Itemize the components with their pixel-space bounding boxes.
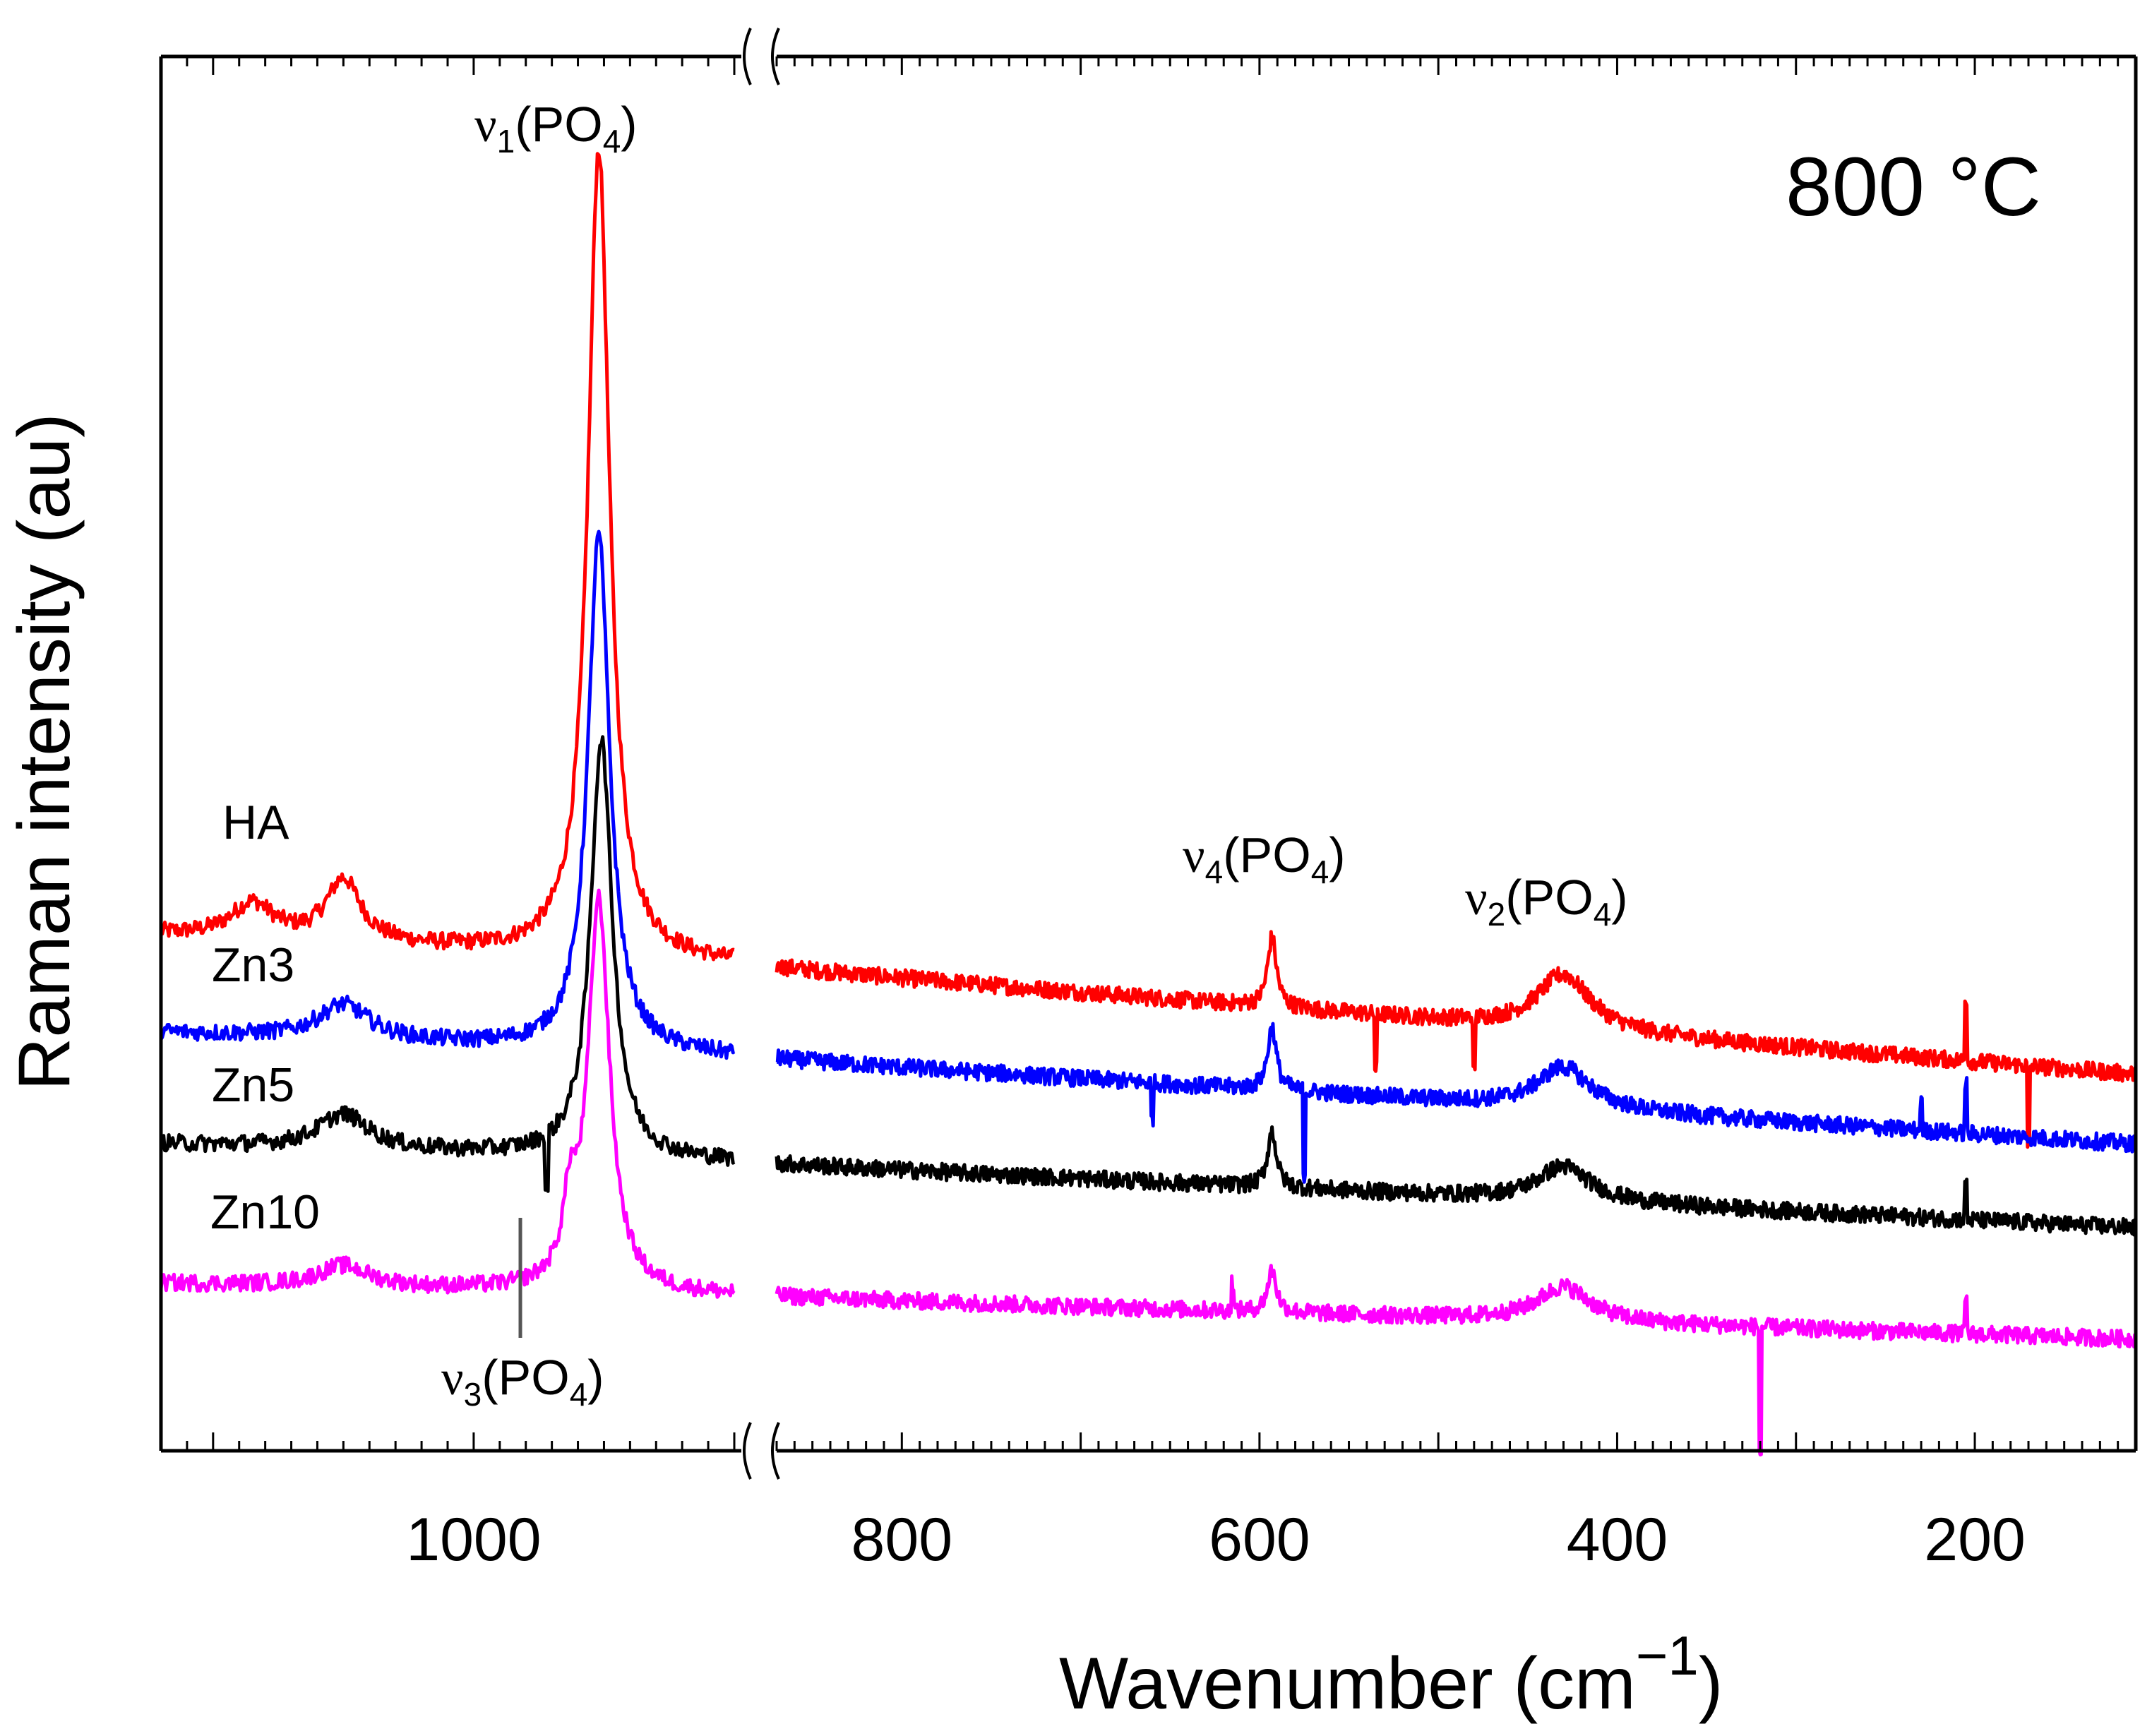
series-line-zn10-panel-2 (775, 1264, 2138, 1456)
annotation-v1-nu: ν (474, 98, 497, 152)
annotation-v2-sub2: 4 (1594, 896, 1612, 933)
x-tick-label-600: 600 (1209, 1506, 1310, 1574)
annotation-v2-sub: 2 (1488, 896, 1506, 933)
series-labels: HA Zn3 Zn5 Zn10 (210, 796, 320, 1239)
annotation-v4: ν4(PO4) (1183, 827, 1346, 890)
series-label-zn5: Zn5 (212, 1058, 294, 1112)
annotation-v1-close: ) (621, 97, 637, 152)
annotation-v1: ν1(PO4) (474, 97, 638, 160)
annotation-v3-nu: ν (441, 1351, 464, 1406)
series-label-ha: HA (222, 796, 289, 849)
annotation-v2-text: (PO (1505, 870, 1593, 925)
x-axis-label-main: Wavenumber (cm (1059, 1643, 1636, 1725)
peak-annotations: ν1(PO4) ν4(PO4) ν2(PO4) ν3(PO4) (441, 97, 1628, 1413)
annotation-v4-sub: 4 (1205, 854, 1224, 890)
x-tick-label-800: 800 (851, 1506, 953, 1574)
x-tick-label-200: 200 (1924, 1506, 2026, 1574)
annotation-v1-sub2: 4 (603, 123, 621, 160)
x-axis-label-close: ) (1699, 1643, 1723, 1725)
annotation-v3-sub: 3 (464, 1376, 482, 1413)
x-axis-label: Wavenumber (cm−1) (1059, 1624, 1723, 1725)
axes-frame (159, 54, 2138, 1453)
axis-break-bottom (743, 1422, 780, 1480)
series-layer (159, 152, 2138, 1456)
series-line-ha-panel-2 (775, 930, 2138, 1149)
annotation-v1-text: (PO (515, 97, 602, 152)
x-tick-labels: 1000 800 600 400 200 (406, 1506, 2026, 1574)
y-axis-label: Raman intensity (au) (4, 413, 85, 1091)
axis-break-top (743, 28, 780, 85)
annotation-v2: ν2(PO4) (1465, 870, 1628, 933)
series-line-zn3-panel-1 (159, 529, 736, 1060)
annotation-v2-nu: ν (1465, 871, 1488, 926)
annotation-v4-sub2: 4 (1311, 854, 1329, 890)
annotation-v3-text: (PO (482, 1350, 569, 1405)
x-tick-label-400: 400 (1567, 1506, 1668, 1574)
annotation-v3-sub2: 4 (570, 1376, 588, 1413)
annotation-v1-sub: 1 (497, 123, 515, 160)
series-line-zn10-panel-1 (159, 888, 736, 1299)
annotation-v3: ν3(PO4) (441, 1350, 604, 1413)
annotation-v4-nu: ν (1183, 829, 1205, 883)
series-line-ha-panel-1 (159, 152, 735, 962)
series-line-zn5-panel-2 (775, 1125, 2138, 1237)
chart-title: 800 °C (1786, 140, 2041, 234)
annotation-v4-text: (PO (1223, 827, 1310, 882)
annotation-v4-close: ) (1329, 827, 1345, 882)
x-tick-label-1000: 1000 (406, 1506, 541, 1574)
x-axis-label-sup: −1 (1636, 1624, 1699, 1687)
annotation-v3-close: ) (587, 1350, 604, 1405)
annotation-v2-close: ) (1611, 870, 1627, 925)
series-label-zn3: Zn3 (212, 938, 294, 992)
series-line-zn5-panel-1 (159, 735, 736, 1193)
tick-marks (160, 56, 2137, 1451)
series-line-zn3-panel-2 (775, 1022, 2137, 1184)
series-label-zn10: Zn10 (210, 1185, 320, 1239)
